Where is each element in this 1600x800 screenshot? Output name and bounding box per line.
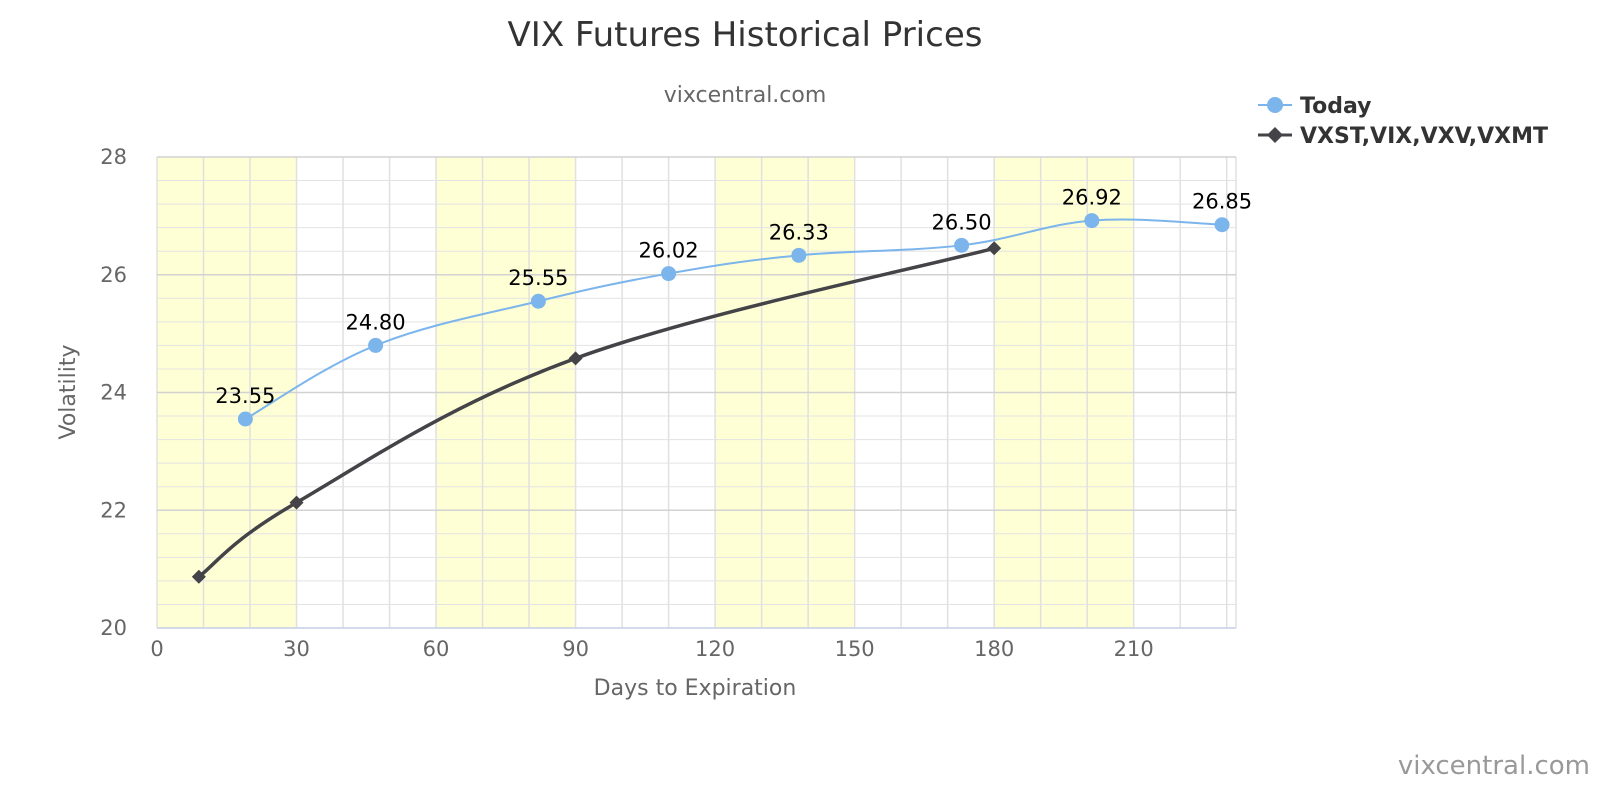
x-tick-labels: 0 30 60 90 120 150 180 210 xyxy=(150,637,1153,661)
data-point xyxy=(1084,213,1100,229)
x-axis-title: Days to Expiration xyxy=(594,676,797,701)
data-label: 24.80 xyxy=(346,310,406,334)
series-layer xyxy=(191,213,1230,584)
series-line-1 xyxy=(197,246,995,579)
legend-item-term-structure[interactable]: VXST,VIX,VXV,VXMT xyxy=(1258,124,1548,149)
data-point xyxy=(1214,217,1230,233)
legend-label-today: Today xyxy=(1300,94,1371,119)
data-labels: 23.55 24.80 25.55 26.02 26.33 26.50 26.92 26.85 xyxy=(215,186,1252,408)
data-point xyxy=(191,569,206,584)
y-tick-label: 22 xyxy=(100,498,127,522)
x-tick-label: 30 xyxy=(283,637,310,661)
data-point xyxy=(568,351,583,366)
y-tick-label: 28 xyxy=(100,145,127,169)
x-tick-label: 120 xyxy=(695,637,735,661)
data-point xyxy=(289,495,304,510)
data-label: 26.50 xyxy=(932,210,992,234)
y-tick-label: 20 xyxy=(100,616,127,640)
legend-label-term-structure: VXST,VIX,VXV,VXMT xyxy=(1300,124,1548,149)
data-point xyxy=(661,266,677,282)
y-tick-label: 26 xyxy=(100,263,127,287)
series-line-0 xyxy=(244,218,1223,420)
data-point xyxy=(987,241,1002,256)
data-label: 26.85 xyxy=(1192,190,1252,214)
data-label: 23.55 xyxy=(215,384,275,408)
legend-marker-diamond xyxy=(1267,127,1283,143)
y-tick-labels: 20 22 24 26 28 xyxy=(100,145,127,640)
legend-marker-circle xyxy=(1267,97,1283,113)
data-label: 26.02 xyxy=(639,239,699,263)
x-tick-label: 210 xyxy=(1114,637,1154,661)
x-tick-label: 0 xyxy=(150,637,163,661)
data-point xyxy=(954,237,970,253)
y-tick-label: 24 xyxy=(100,381,127,405)
x-tick-label: 150 xyxy=(835,637,875,661)
data-label: 26.92 xyxy=(1062,186,1122,210)
x-tick-label: 180 xyxy=(974,637,1014,661)
data-label: 26.33 xyxy=(769,220,829,244)
x-tick-label: 90 xyxy=(562,637,589,661)
chart-title: VIX Futures Historical Prices xyxy=(508,15,983,55)
x-tick-label: 60 xyxy=(423,637,450,661)
legend[interactable]: Today VXST,VIX,VXV,VXMT xyxy=(1258,94,1548,149)
data-point xyxy=(368,337,384,353)
y-axis-title: Volatility xyxy=(56,344,81,439)
credit-link[interactable]: vixcentral.com xyxy=(1398,751,1590,781)
data-label: 25.55 xyxy=(508,266,568,290)
grid-lines xyxy=(156,156,1237,629)
data-point xyxy=(530,293,546,309)
data-point xyxy=(237,411,253,427)
data-point xyxy=(791,247,807,263)
legend-item-today[interactable]: Today xyxy=(1258,94,1371,119)
chart-subtitle: vixcentral.com xyxy=(664,83,827,108)
